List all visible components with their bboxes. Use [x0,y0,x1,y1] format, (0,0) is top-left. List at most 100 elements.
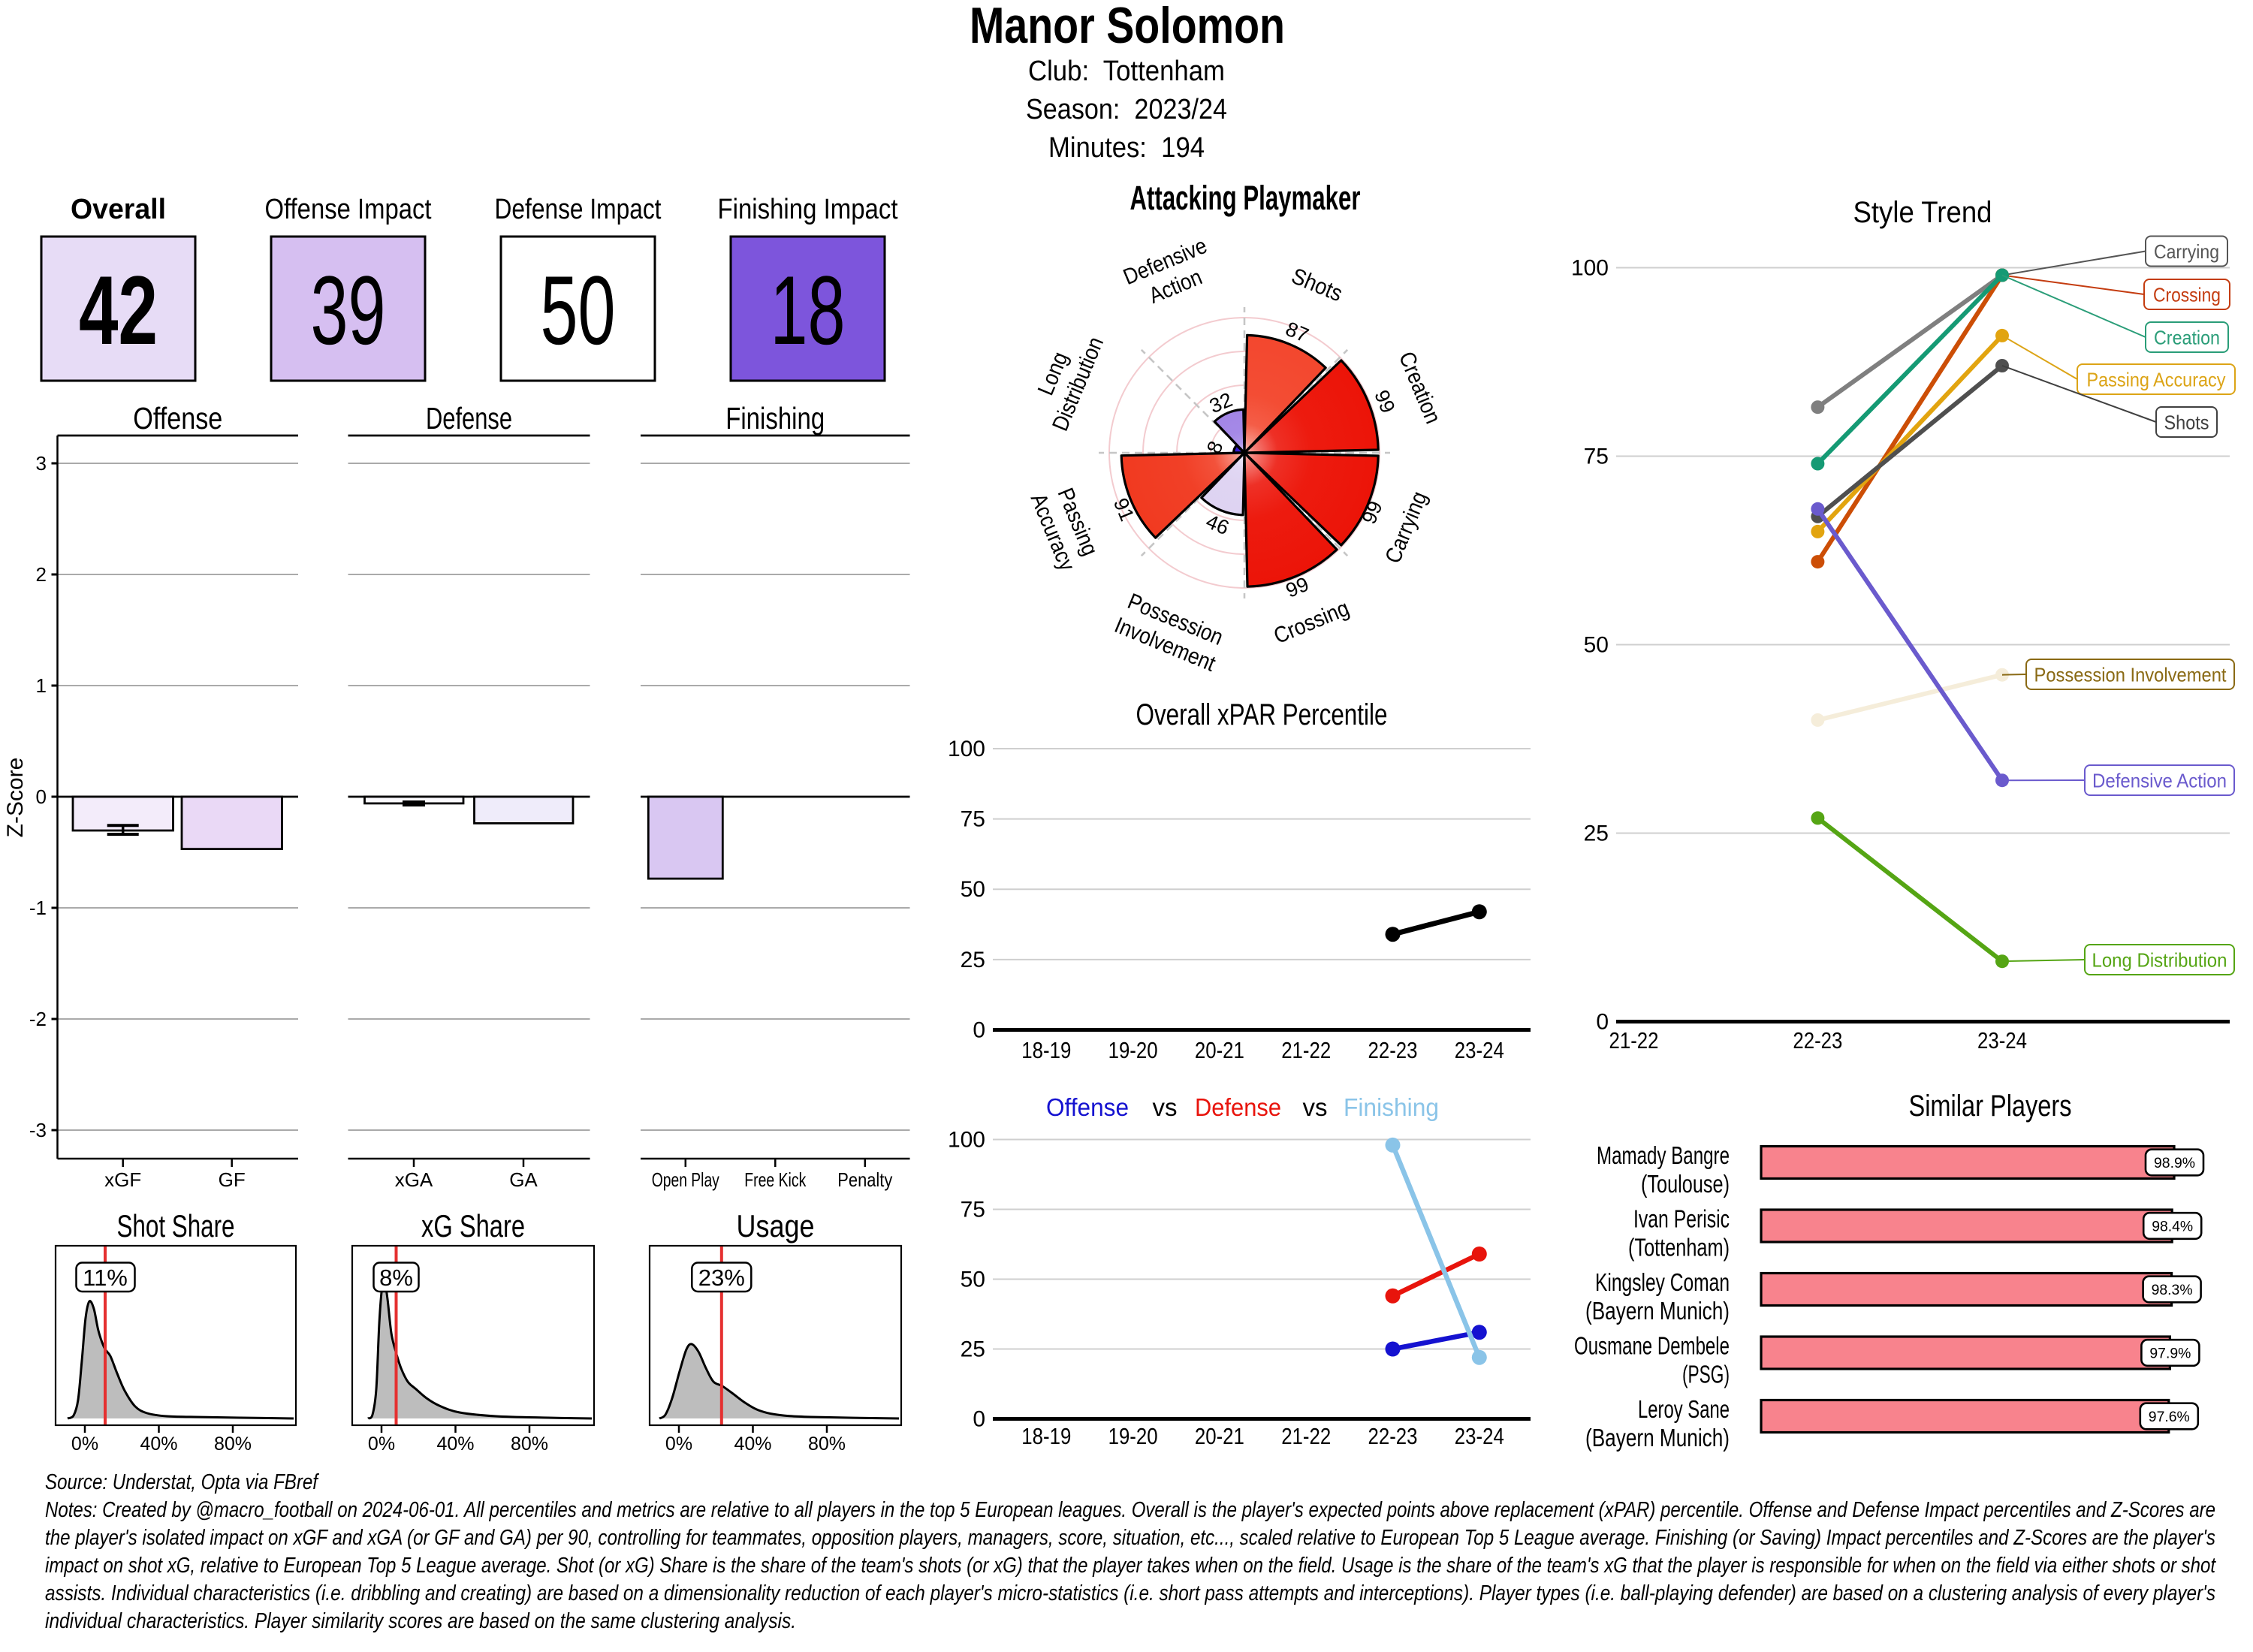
svg-text:Ivan Perisic: Ivan Perisic [1633,1205,1730,1233]
svg-text:Defense: Defense [1195,1093,1281,1121]
svg-text:0: 0 [1596,1010,1609,1035]
svg-text:22-23: 22-23 [1793,1027,1842,1054]
svg-text:Creation: Creation [2154,327,2220,349]
svg-text:Manor Solomon: Manor Solomon [970,0,1285,54]
svg-text:Season: 2023/24: Season: 2023/24 [1026,94,1227,125]
svg-text:80%: 80% [808,1433,846,1455]
svg-text:Overall: Overall [71,194,166,225]
svg-text:individual characteristics. Pl: individual characteristics. Player simil… [45,1609,796,1633]
svg-text:100: 100 [948,737,985,761]
svg-text:Finishing: Finishing [1344,1093,1439,1121]
svg-text:Mamady Bangre: Mamady Bangre [1597,1141,1730,1169]
svg-text:-3: -3 [29,1119,47,1141]
svg-text:xGF: xGF [104,1168,141,1191]
svg-text:42: 42 [79,255,158,365]
svg-text:-2: -2 [29,1008,47,1030]
svg-text:Shots: Shots [2164,411,2209,434]
svg-text:21-22: 21-22 [1281,1037,1331,1063]
svg-text:19-20: 19-20 [1108,1037,1158,1063]
svg-text:-1: -1 [29,897,47,919]
svg-text:Ousmane Dembele: Ousmane Dembele [1574,1332,1730,1360]
svg-text:Shot Share: Shot Share [117,1208,235,1244]
svg-text:(Bayern Munich): (Bayern Munich) [1585,1297,1730,1325]
svg-text:23%: 23% [698,1265,745,1291]
svg-text:75: 75 [961,807,985,832]
svg-text:Leroy Sane: Leroy Sane [1638,1395,1730,1423]
svg-text:Style Trend: Style Trend [1853,196,1992,229]
svg-text:100: 100 [948,1128,985,1153]
svg-text:Offense: Offense [1046,1093,1129,1121]
svg-text:2: 2 [36,563,47,586]
svg-text:0: 0 [973,1407,985,1432]
svg-text:98.9%: 98.9% [2154,1155,2195,1171]
svg-text:8%: 8% [379,1265,413,1291]
svg-text:40%: 40% [436,1433,474,1455]
svg-text:Overall xPAR Percentile: Overall xPAR Percentile [1136,698,1388,731]
svg-text:98.4%: 98.4% [2152,1219,2193,1235]
svg-text:0%: 0% [368,1433,395,1455]
svg-text:50: 50 [961,1268,985,1292]
svg-text:(Tottenham): (Tottenham) [1628,1234,1730,1262]
svg-text:Z-Score: Z-Score [3,758,28,838]
svg-text:97.9%: 97.9% [2149,1346,2191,1362]
svg-text:Notes: Created by @macro_footb: Notes: Created by @macro_football on 202… [45,1498,2215,1522]
svg-text:0: 0 [973,1018,985,1043]
svg-text:Long Distribution: Long Distribution [2092,949,2227,972]
svg-text:Source: Understat, Opta via FB: Source: Understat, Opta via FBref [45,1470,319,1494]
svg-text:50: 50 [1584,633,1609,658]
svg-text:21-22: 21-22 [1281,1423,1331,1449]
svg-text:xG Share: xG Share [421,1208,525,1244]
svg-text:Similar Players: Similar Players [1909,1090,2072,1123]
svg-text:GF: GF [219,1168,246,1191]
svg-text:xGA: xGA [395,1168,433,1191]
svg-text:98.3%: 98.3% [2152,1282,2193,1298]
svg-text:25: 25 [961,1337,985,1362]
svg-text:Defense Impact: Defense Impact [495,194,662,225]
svg-text:0%: 0% [71,1433,98,1455]
svg-text:20-21: 20-21 [1195,1037,1244,1063]
svg-text:18-19: 18-19 [1021,1423,1071,1449]
svg-text:Finishing Impact: Finishing Impact [718,194,898,225]
svg-text:97.6%: 97.6% [2149,1409,2190,1425]
svg-text:Open Play: Open Play [652,1168,719,1191]
svg-text:Club: Tottenham: Club: Tottenham [1028,56,1225,87]
svg-text:Penalty: Penalty [837,1168,892,1191]
svg-text:vs: vs [1303,1093,1328,1121]
svg-text:25: 25 [961,948,985,972]
svg-text:1: 1 [36,674,47,697]
svg-text:25: 25 [1584,821,1609,846]
svg-text:GA: GA [509,1168,538,1191]
svg-text:100: 100 [1571,256,1609,281]
svg-text:22-23: 22-23 [1368,1037,1418,1063]
svg-text:23-24: 23-24 [1977,1027,2027,1054]
svg-text:vs: vs [1153,1093,1178,1121]
svg-text:Crossing: Crossing [2153,284,2221,306]
svg-text:80%: 80% [511,1433,548,1455]
svg-text:Offense: Offense [133,401,222,436]
svg-text:Attacking Playmaker: Attacking Playmaker [1130,179,1361,217]
svg-text:impact on shot xG, relative to: impact on shot xG, relative to European … [45,1554,2217,1578]
svg-text:Offense Impact: Offense Impact [265,194,432,225]
svg-text:Possession Involvement: Possession Involvement [2034,664,2227,686]
svg-text:Usage: Usage [737,1208,815,1244]
svg-text:50: 50 [541,255,616,365]
svg-text:11%: 11% [83,1265,128,1291]
svg-text:23-24: 23-24 [1455,1423,1504,1449]
svg-text:Defense: Defense [426,401,512,436]
svg-text:75: 75 [1584,445,1609,469]
svg-text:Kingsley Coman: Kingsley Coman [1595,1268,1730,1296]
svg-text:(Bayern Munich): (Bayern Munich) [1585,1424,1730,1452]
svg-text:20-21: 20-21 [1195,1423,1244,1449]
svg-text:22-23: 22-23 [1368,1423,1418,1449]
svg-text:23-24: 23-24 [1455,1037,1504,1063]
svg-text:40%: 40% [140,1433,177,1455]
svg-text:0: 0 [36,785,47,808]
svg-text:the player's isolated impact o: the player's isolated impact on xGF and … [45,1526,2215,1550]
svg-text:75: 75 [961,1198,985,1222]
svg-text:18-19: 18-19 [1021,1037,1071,1063]
svg-text:0%: 0% [665,1433,692,1455]
svg-text:39: 39 [311,255,386,365]
svg-text:(PSG): (PSG) [1682,1361,1730,1388]
svg-text:Minutes: 194: Minutes: 194 [1048,132,1205,164]
svg-text:Passing Accuracy: Passing Accuracy [2087,369,2226,391]
